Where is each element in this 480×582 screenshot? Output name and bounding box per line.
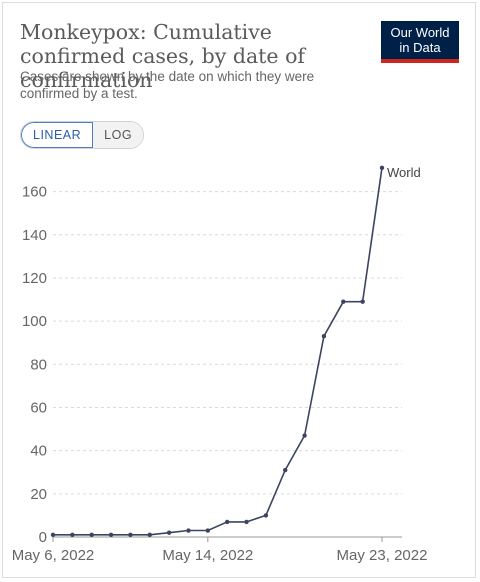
chart-title: Monkeypox: Cumulative confirmed cases, b… (20, 20, 305, 92)
log-scale-button[interactable]: LOG (93, 122, 144, 148)
data-point (89, 532, 94, 538)
y-tick-label: 40 (30, 443, 47, 460)
x-tick-label: May 6, 2022 (12, 547, 95, 564)
logo-line-2: in Data (399, 40, 441, 55)
data-point (321, 334, 327, 339)
data-point (224, 519, 230, 525)
logo-line-1: Our World (390, 25, 450, 40)
scale-toggle: LINEAR LOG (20, 121, 145, 149)
owid-logo[interactable]: Our World in Data (381, 21, 459, 63)
data-point (263, 513, 269, 518)
data-point (128, 532, 133, 538)
y-tick-label: 60 (30, 399, 47, 416)
data-point (302, 433, 307, 438)
y-tick-label: 100 (22, 313, 47, 330)
x-tick-label: May 23, 2022 (337, 547, 428, 564)
linear-scale-button[interactable]: LINEAR (21, 122, 94, 148)
y-tick-label: 80 (30, 356, 47, 373)
x-tick-label: May 14, 2022 (162, 547, 253, 564)
data-point (379, 165, 385, 171)
data-point (108, 532, 114, 538)
y-tick-label: 160 (22, 184, 47, 201)
data-point (341, 299, 346, 304)
data-point (186, 528, 191, 533)
series-label-world: World (387, 165, 421, 180)
data-point (283, 467, 288, 473)
data-point (70, 532, 75, 538)
data-point (360, 299, 365, 304)
data-point (205, 528, 211, 533)
y-tick-label: 140 (22, 227, 47, 244)
data-point (147, 532, 152, 538)
y-tick-label: 0 (39, 529, 47, 546)
data-point (166, 530, 172, 535)
series-line-world (53, 167, 383, 536)
data-point (50, 532, 56, 538)
chart-frame (2, 2, 476, 578)
y-tick-label: 120 (22, 270, 47, 287)
y-tick-label: 20 (30, 486, 47, 503)
chart-subtitle: Cases are shown by the date on which the… (20, 69, 315, 101)
data-point (244, 519, 249, 525)
